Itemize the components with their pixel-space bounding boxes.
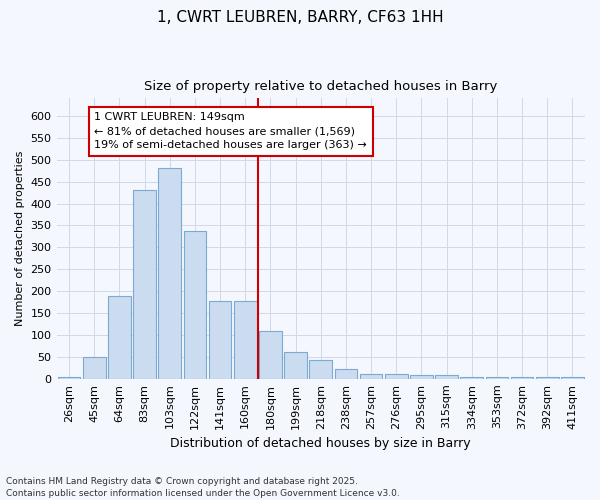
Bar: [485, 376, 508, 379]
Bar: [310, 360, 332, 379]
Bar: [108, 296, 131, 379]
Bar: [385, 374, 407, 379]
Y-axis label: Number of detached properties: Number of detached properties: [15, 151, 25, 326]
Bar: [511, 378, 533, 379]
Bar: [335, 368, 357, 379]
Bar: [360, 374, 382, 379]
Bar: [184, 230, 206, 379]
Bar: [561, 378, 584, 379]
Bar: [536, 376, 559, 379]
Bar: [234, 301, 257, 379]
Text: Contains HM Land Registry data © Crown copyright and database right 2025.
Contai: Contains HM Land Registry data © Crown c…: [6, 476, 400, 498]
Bar: [58, 376, 80, 379]
Bar: [410, 376, 433, 379]
Bar: [158, 168, 181, 379]
Bar: [83, 357, 106, 379]
Bar: [259, 332, 282, 379]
Bar: [209, 301, 232, 379]
Title: Size of property relative to detached houses in Barry: Size of property relative to detached ho…: [144, 80, 497, 93]
Text: 1, CWRT LEUBREN, BARRY, CF63 1HH: 1, CWRT LEUBREN, BARRY, CF63 1HH: [157, 10, 443, 25]
Bar: [435, 376, 458, 379]
Text: 1 CWRT LEUBREN: 149sqm
← 81% of detached houses are smaller (1,569)
19% of semi-: 1 CWRT LEUBREN: 149sqm ← 81% of detached…: [94, 112, 367, 150]
X-axis label: Distribution of detached houses by size in Barry: Distribution of detached houses by size …: [170, 437, 471, 450]
Bar: [460, 376, 483, 379]
Bar: [284, 352, 307, 379]
Bar: [133, 190, 156, 379]
